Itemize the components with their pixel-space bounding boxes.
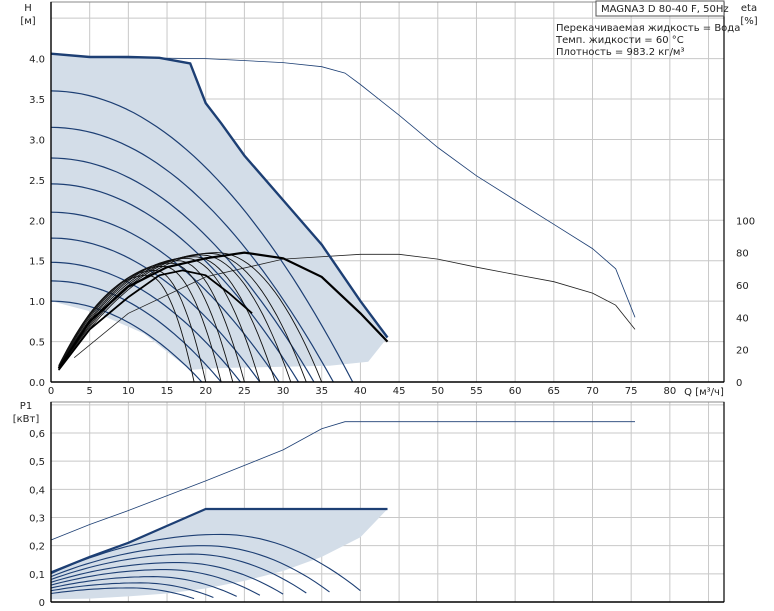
h-tick-label: 2.5 [29,176,45,187]
head-chart-frame [50,1,725,383]
h-tick-label: 0.0 [29,378,45,389]
eta-tick-label: 60 [736,281,749,292]
power-curve [50,562,284,595]
eta-axis-unit: [%] [740,16,757,27]
power-curve [50,553,307,594]
x-tick-label: 55 [470,386,483,397]
h-tick-label: 1.0 [29,297,45,308]
efficiency-curve-extended [73,253,636,359]
info-line-density: Плотность = 983.2 кг/м³ [556,47,685,58]
head-curve-max [50,52,389,339]
h-tick-label: 0.5 [29,338,45,349]
eta-tick-label: 20 [736,346,749,357]
speed-curve [50,126,334,383]
h-tick-label: 3.0 [29,135,45,146]
p1-tick-label: 0,6 [29,429,45,440]
efficiency-curve-min [57,269,253,371]
speed-curve [50,280,222,383]
x-tick-label: 10 [122,386,135,397]
x-tick-label: 45 [393,386,406,397]
power-curve [50,587,195,600]
x-tick-label: 20 [199,386,212,397]
speed-curve [50,157,315,383]
head-chart-grid [50,2,724,382]
x-tick-label: 80 [663,386,676,397]
h-axis-title: H [24,3,32,14]
power-curve [50,576,237,597]
efficiency-curve-max [57,251,389,369]
speed-curve [50,261,241,383]
x-tick-label: 0 [48,386,54,397]
p1-tick-label: 0,3 [29,513,45,524]
p1-tick-label: 0 [39,598,45,609]
eta-tick-label: 40 [736,313,749,324]
operating-area-fill [51,53,388,370]
power-curve [50,545,330,593]
x-tick-label: 25 [238,386,251,397]
info-line-fluid: Перекачиваемая жидкость = Вода [556,23,740,34]
power-curve [50,569,261,596]
x-tick-label: 15 [161,386,174,397]
speed-curve [50,211,280,383]
operating-area [51,53,388,370]
efficiency-curve [58,252,323,383]
speed-curve [50,300,203,383]
speed-curve [50,183,300,383]
x-tick-label: 50 [431,386,444,397]
power-chart-frame [50,401,725,603]
title-box [595,0,725,17]
h-tick-label: 4.0 [29,55,45,66]
speed-curve [50,90,354,383]
h-tick-label: 3.5 [29,95,45,106]
eta-tick-label: 80 [736,249,749,260]
h-tick-label: 1.5 [29,257,45,268]
x-tick-label: 35 [315,386,328,397]
q-axis-title: Q [м³/ч] [684,387,724,398]
power-curves [50,421,635,600]
p1-tick-label: 0,1 [29,570,45,581]
x-tick-label: 40 [354,386,367,397]
power-curve-extended [50,421,635,541]
x-tick-label: 5 [86,386,92,397]
p1-tick-label: 0,5 [29,457,45,468]
chart-title: MAGNA3 D 80-40 F, 50Hz [601,4,729,15]
power-curve [50,582,214,599]
tick-labels: 0 5 10 15 20 25 30 35 40 45 50 55 60 65 70 75 80 0.0 0.5 1.… [29,55,755,609]
efficiency-curve [58,274,195,383]
x-tick-label: 60 [509,386,522,397]
power-curve-max [50,507,388,574]
x-tick-label: 70 [586,386,599,397]
p1-axis-unit: [кВт] [13,414,40,425]
x-tick-label: 30 [277,386,290,397]
efficiency-curve [58,253,307,383]
eta-tick-label: 0 [736,378,742,389]
head-curves [50,52,636,383]
info-line-temperature: Темп. жидкости = 60 °C [555,35,684,46]
x-tick-label: 75 [625,386,638,397]
power-curve [50,533,361,592]
p1-tick-label: 0,4 [29,485,45,496]
x-tick-label: 65 [547,386,560,397]
p1-tick-label: 0,2 [29,542,45,553]
eta-axis-title: eta [741,3,757,14]
eta-tick-label: 100 [736,216,755,227]
h-tick-label: 2.0 [29,216,45,227]
h-axis-unit: [м] [20,16,35,27]
p1-axis-title: P1 [20,401,32,412]
